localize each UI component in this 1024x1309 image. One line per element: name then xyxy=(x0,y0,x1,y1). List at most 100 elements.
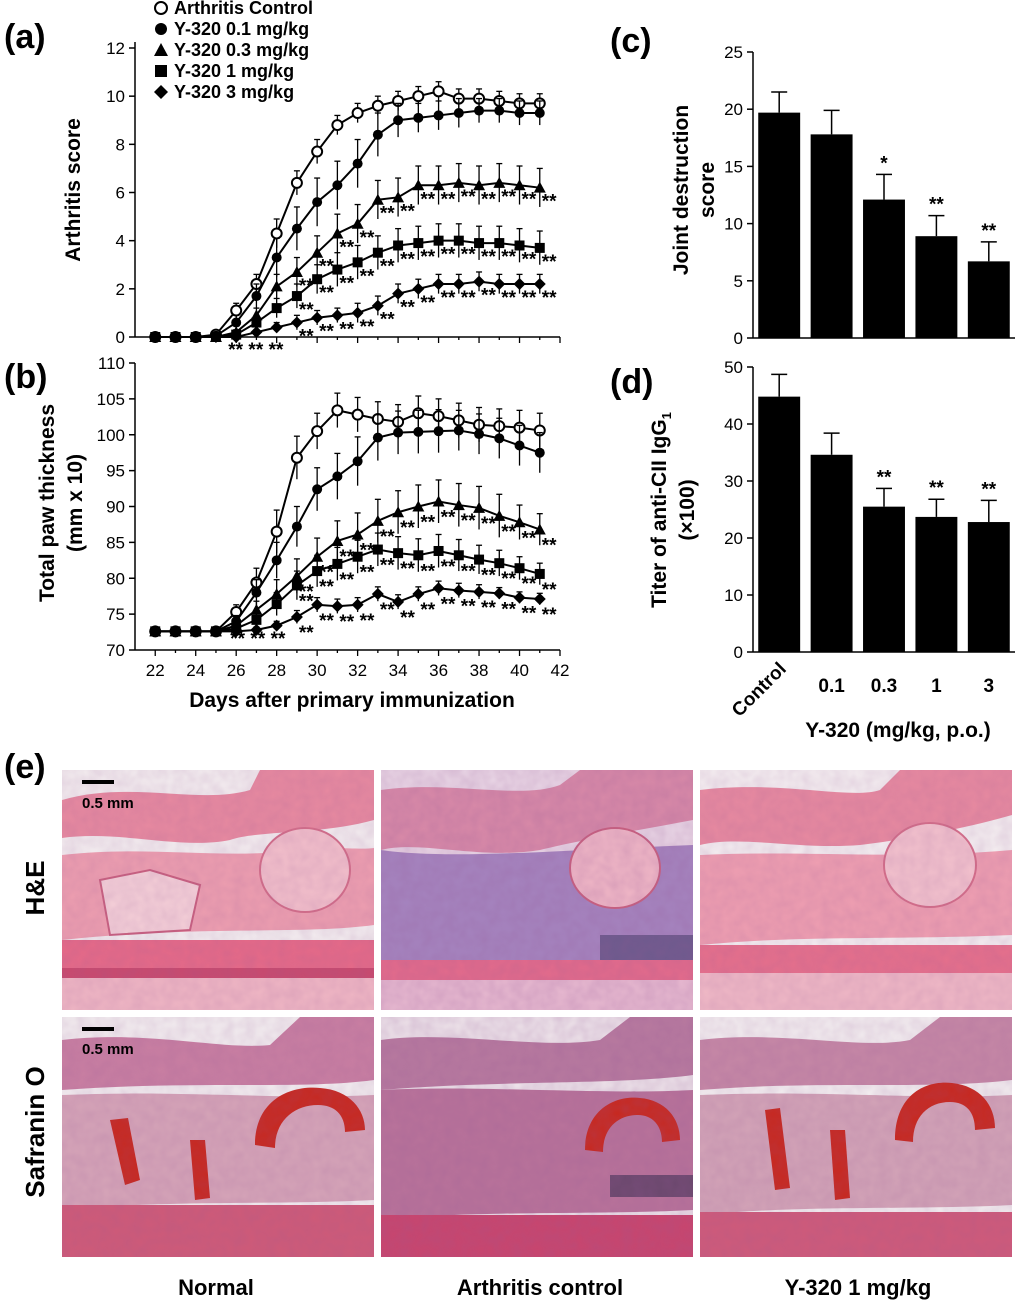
data-point xyxy=(189,625,202,638)
significance-mark: ** xyxy=(461,187,476,208)
data-point xyxy=(514,440,525,451)
significance-mark: ** xyxy=(420,189,435,210)
y-axis-title-d-line2: (×100) xyxy=(676,479,699,540)
significance-mark: ** xyxy=(400,201,415,222)
x-tick-label: 34 xyxy=(389,661,408,680)
paw-thickness-chart: (b) Total paw thickness (mm x 10) 70 75 80… xyxy=(4,354,569,712)
x-tick-label: 0.1 xyxy=(818,676,845,697)
bar xyxy=(915,516,958,652)
significance-mark: ** xyxy=(461,511,476,532)
x-tick-label: 22 xyxy=(146,661,165,680)
data-point xyxy=(474,429,485,440)
significance-mark: ** xyxy=(481,514,496,535)
series-4 xyxy=(149,580,546,638)
significance-mark: ** xyxy=(522,249,537,270)
data-point xyxy=(473,179,486,191)
data-point xyxy=(534,242,545,253)
data-point xyxy=(494,105,505,116)
data-point xyxy=(393,548,404,559)
y-tick-label: 0 xyxy=(116,328,125,347)
data-point xyxy=(230,331,243,343)
y-tick-label: 85 xyxy=(106,533,125,552)
data-point xyxy=(270,525,283,538)
significance-mark: ** xyxy=(441,288,456,309)
data-point xyxy=(230,625,243,638)
significance-mark: ** xyxy=(461,288,476,309)
data-point xyxy=(371,193,384,205)
data-point xyxy=(412,282,425,295)
data-point xyxy=(271,599,282,610)
significance-b: ****** **** ** ** ** ** ** ** ** ****** ** ** ** ** **… xyxy=(230,507,557,650)
data-point xyxy=(290,451,303,464)
data-point xyxy=(331,534,344,546)
data-point xyxy=(453,550,464,561)
scale-bar-he xyxy=(82,780,114,784)
data-point xyxy=(351,408,364,421)
x-tick-label: 40 xyxy=(510,661,529,680)
significance-mark: ** xyxy=(230,629,245,650)
y-axis-title-d-line1: Titer of anti-CII IgG1 xyxy=(648,412,674,608)
significance-mark: ** xyxy=(441,245,456,266)
data-point xyxy=(514,108,525,119)
significance-mark: ** xyxy=(400,608,415,629)
data-point xyxy=(271,303,282,314)
data-point xyxy=(251,317,262,328)
data-point xyxy=(412,500,425,512)
significance-mark: ** xyxy=(481,566,496,587)
y-tick-label: 20 xyxy=(724,100,743,119)
series-4 xyxy=(149,271,546,343)
series-b xyxy=(149,392,546,638)
bar xyxy=(810,454,853,652)
x-axis-title-d: Y-320 (mg/kg, p.o.) xyxy=(805,719,991,742)
data-point xyxy=(493,176,506,188)
significance-mark: ** xyxy=(441,189,456,210)
joint-destruction-chart: (c) Joint destruction score 0 5 10 15 20 25 *… xyxy=(610,22,1015,348)
x-tick-label: 26 xyxy=(227,661,246,680)
significance-mark: ** xyxy=(481,247,496,268)
significance-mark: ** xyxy=(339,274,354,295)
scale-bar-saf xyxy=(82,1027,114,1031)
data-point xyxy=(534,108,545,119)
y-tick-label: 40 xyxy=(724,415,743,434)
significance-mark: ** xyxy=(299,591,314,612)
panel-label-c: (c) xyxy=(610,22,652,60)
data-point xyxy=(331,119,344,132)
data-point xyxy=(352,257,363,268)
significance-mark: ** xyxy=(319,283,334,304)
bar xyxy=(863,506,905,652)
data-point xyxy=(514,563,525,574)
data-point xyxy=(169,625,182,638)
data-point xyxy=(189,331,202,343)
data-point xyxy=(413,550,424,561)
y-axis-title-c-line2: score xyxy=(696,162,719,218)
data-point xyxy=(311,425,324,438)
significance-mark: ** xyxy=(522,288,537,309)
data-point xyxy=(432,85,445,98)
significance-mark: ** xyxy=(339,547,354,568)
data-point xyxy=(291,521,302,532)
significance-mark: ** xyxy=(542,535,557,556)
significance-mark: ** xyxy=(501,187,516,208)
significance-mark: ** xyxy=(441,557,456,578)
data-point xyxy=(352,456,363,467)
data-point xyxy=(332,180,343,191)
significance-mark: ** xyxy=(420,293,435,314)
data-point xyxy=(372,129,383,140)
significance-mark: ** xyxy=(481,189,496,210)
histology-image-saf-normal: 0.5 mm xyxy=(62,1017,374,1257)
significance-mark: ** xyxy=(360,228,375,249)
y-tick-label: 12 xyxy=(106,39,125,58)
y-tick-label: 50 xyxy=(724,358,743,377)
significance-mark: ** xyxy=(299,582,314,603)
x-tick-label: 1 xyxy=(931,676,942,697)
significance-mark: ** xyxy=(339,319,354,340)
significance-mark: ** xyxy=(542,252,557,273)
significance-mark: ** xyxy=(441,507,456,528)
data-point xyxy=(534,568,545,579)
panel-label-d: (d) xyxy=(610,363,653,401)
bars-d: ** ** ** xyxy=(758,373,1010,652)
histology-panel: (e) H&E Safranin O 0.5 mm xyxy=(4,748,1012,1300)
data-point xyxy=(209,625,222,638)
significance-mark: ** xyxy=(360,317,375,338)
significance-mark: ** xyxy=(981,479,996,500)
